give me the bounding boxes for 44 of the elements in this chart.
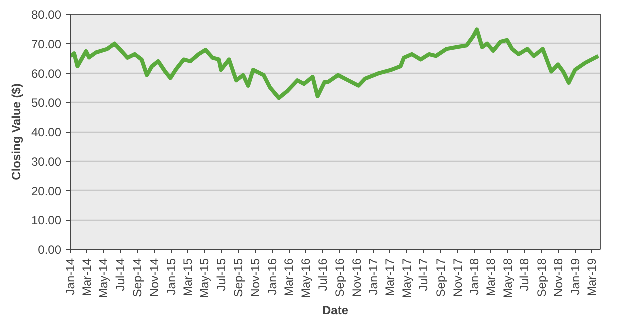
- y-tick-label: 10.00: [31, 214, 62, 228]
- x-tick-label: Nov-16: [350, 258, 364, 298]
- x-tick-label: Sep-15: [232, 258, 246, 298]
- y-tick-label: 50.00: [31, 96, 62, 110]
- y-tick-label: 40.00: [31, 126, 62, 140]
- x-tick-label: Nov-14: [148, 258, 162, 298]
- x-tick-label: Mar-15: [180, 258, 195, 297]
- x-tick-label: Nov-15: [248, 258, 263, 298]
- y-tick-label: 20.00: [31, 184, 62, 198]
- x-tick-label: Nov-18: [552, 258, 566, 298]
- x-tick-label: Jan-15: [164, 258, 178, 296]
- x-tick-label: May-18: [500, 258, 515, 299]
- x-tick-label: Sep-14: [130, 258, 145, 298]
- x-tick-label: Mar-18: [484, 258, 498, 297]
- x-tick-label: May-14: [96, 258, 111, 299]
- x-tick-label: Sep-18: [534, 258, 549, 298]
- y-tick-label: 60.00: [31, 66, 62, 81]
- x-tick-label: Jan-19: [568, 258, 583, 296]
- y-tick-label: 70.00: [31, 37, 62, 52]
- x-tick-label: May-17: [400, 258, 414, 299]
- x-tick-label: Jul-17: [416, 258, 431, 292]
- x-tick-label: Mar-19: [584, 258, 599, 297]
- y-axis-title: Closing Value ($): [9, 84, 24, 180]
- x-tick-label: May-16: [298, 258, 313, 299]
- x-tick-label: Nov-17: [450, 258, 465, 298]
- x-tick-label: Mar-17: [382, 258, 397, 297]
- x-tick-label: Jan-16: [265, 258, 280, 296]
- x-tick-label: Jan-14: [64, 258, 78, 296]
- x-tick-label: Mar-16: [282, 258, 296, 297]
- x-tick-label: Jul-18: [518, 258, 532, 292]
- x-tick-label: Sep-16: [332, 258, 347, 298]
- y-tick-label: 30.00: [31, 154, 62, 169]
- x-tick-label: Jan-17: [366, 258, 381, 296]
- x-axis-title: Date: [322, 304, 349, 318]
- x-tick-label: May-15: [198, 258, 212, 299]
- x-tick-label: Mar-14: [80, 258, 94, 297]
- x-tick-label: Jul-16: [316, 258, 330, 292]
- y-tick-label: 80.00: [31, 8, 62, 22]
- line-series: [70, 28, 600, 100]
- x-tick-label: Jan-18: [468, 258, 482, 296]
- x-tick-label: Jul-14: [114, 258, 128, 292]
- x-tick-label: Sep-17: [434, 258, 448, 298]
- y-tick-label: 0.00: [38, 243, 62, 257]
- x-tick-label: Jul-15: [214, 258, 229, 292]
